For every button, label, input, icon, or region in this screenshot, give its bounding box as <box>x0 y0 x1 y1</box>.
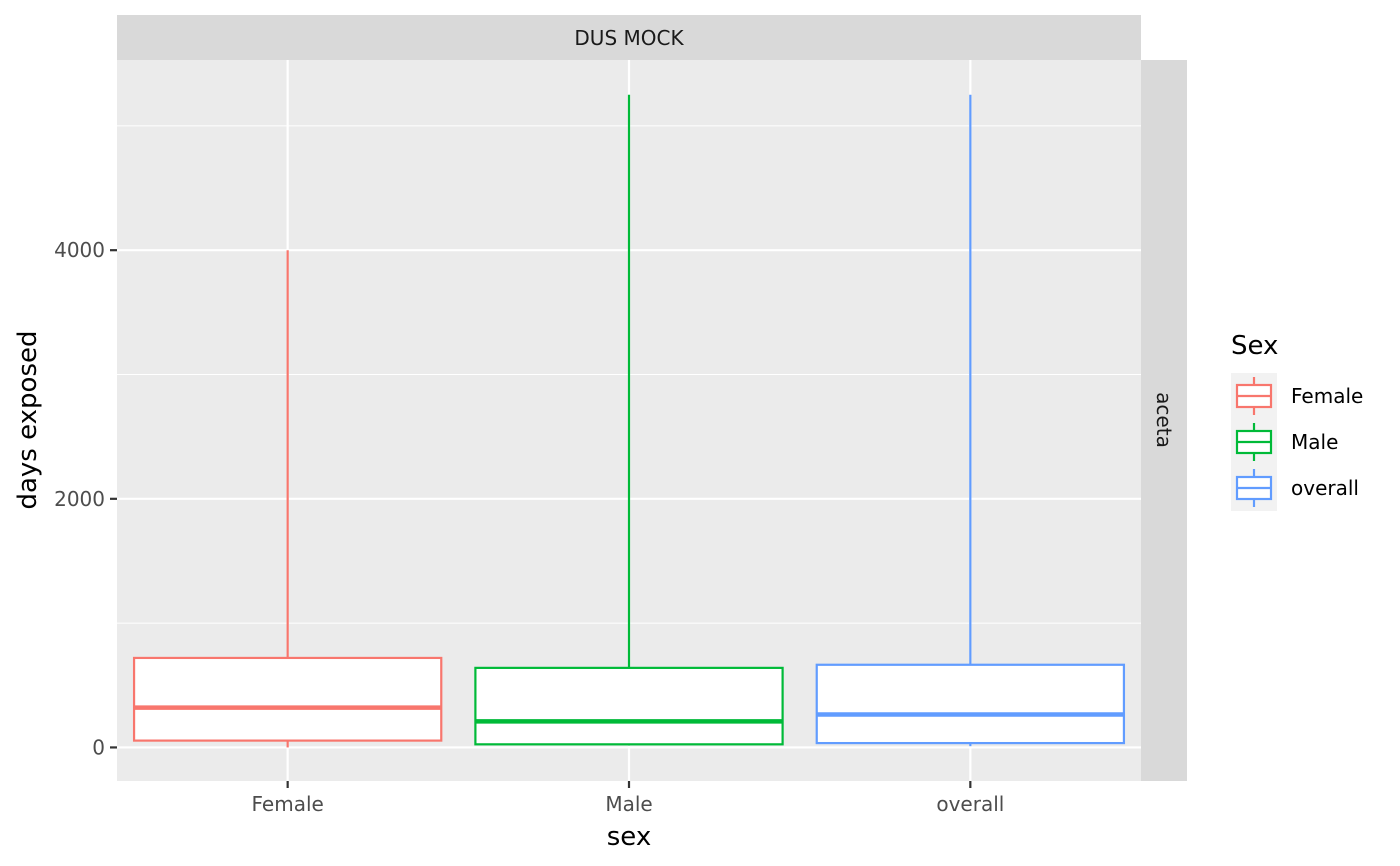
box-iqr <box>815 663 1126 745</box>
legend-label: overall <box>1291 476 1359 500</box>
facet-label-top: DUS MOCK <box>574 26 684 50</box>
y-axis: 0 2000 4000 <box>54 238 117 759</box>
box-overall <box>815 94 1126 747</box>
box-female <box>132 250 443 748</box>
x-tick-label: Female <box>252 792 324 816</box>
x-tick-label: overall <box>936 792 1004 816</box>
box-iqr <box>474 666 784 746</box>
legend-title: Sex <box>1231 331 1278 361</box>
x-axis: Female Male overall <box>252 781 1004 816</box>
box-iqr <box>132 656 443 742</box>
facet-strip-right <box>1141 60 1187 781</box>
legend-key-female: Female <box>1231 373 1363 419</box>
y-tick-label: 0 <box>92 735 105 759</box>
box-layer <box>132 94 1126 748</box>
y-tick-label: 4000 <box>54 238 105 262</box>
legend-label: Male <box>1291 430 1338 454</box>
legend-key-male: Male <box>1231 419 1338 465</box>
x-tick-label: Male <box>605 792 652 816</box>
facet-strip-top <box>117 15 1141 60</box>
legend-key-overall: overall <box>1231 465 1359 511</box>
y-tick-label: 2000 <box>54 487 105 511</box>
facet-label-right: aceta <box>1152 392 1176 448</box>
legend: Sex Female Male overall <box>1231 331 1363 511</box>
y-axis-title: days exposed <box>13 330 43 509</box>
x-axis-title: sex <box>607 822 651 852</box>
legend-label: Female <box>1291 384 1363 408</box>
box-male <box>474 94 784 746</box>
